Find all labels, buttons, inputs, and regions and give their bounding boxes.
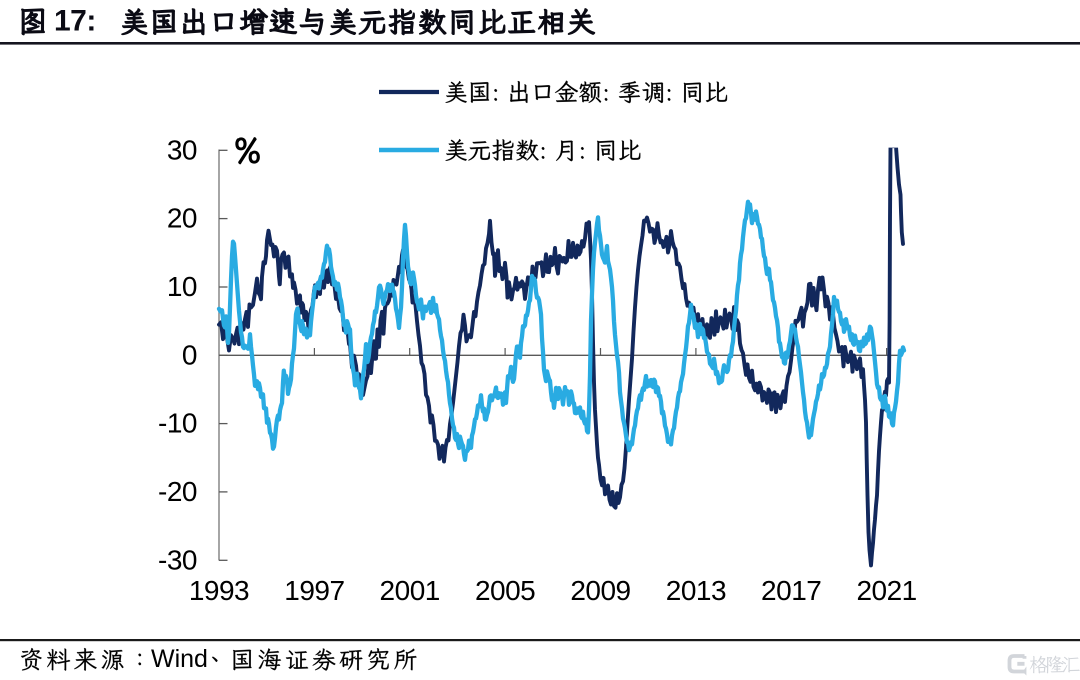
svg-text:0: 0	[182, 339, 197, 370]
svg-text:20: 20	[167, 203, 197, 234]
svg-text:10: 10	[167, 271, 197, 302]
svg-text:2013: 2013	[666, 575, 726, 606]
svg-text:1993: 1993	[189, 575, 249, 606]
svg-text:2021: 2021	[856, 575, 916, 606]
svg-text:-10: -10	[158, 408, 197, 439]
svg-text:2001: 2001	[380, 575, 440, 606]
svg-text:-20: -20	[158, 476, 197, 507]
svg-text:2017: 2017	[761, 575, 821, 606]
svg-text:1997: 1997	[284, 575, 344, 606]
svg-text:Wind: Wind	[151, 645, 208, 673]
svg-text:17:: 17:	[54, 5, 96, 38]
svg-text:-30: -30	[158, 544, 197, 575]
svg-text:2009: 2009	[570, 575, 630, 606]
svg-text:2005: 2005	[475, 575, 535, 606]
svg-text:30: 30	[167, 134, 197, 165]
